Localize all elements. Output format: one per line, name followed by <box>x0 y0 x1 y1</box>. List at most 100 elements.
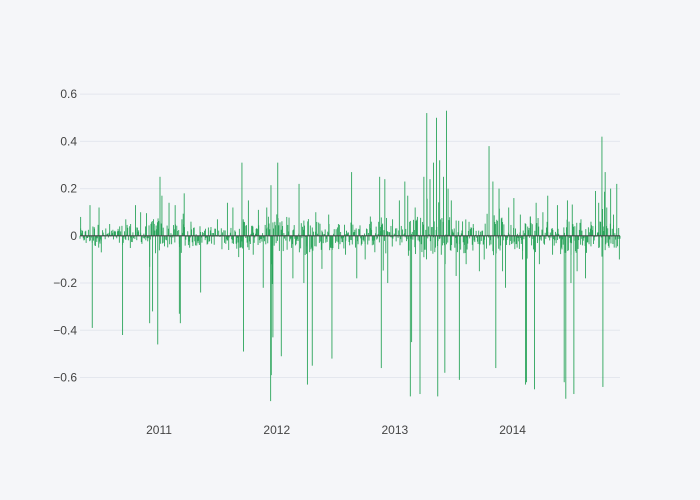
bar <box>158 220 160 236</box>
bar <box>242 219 244 236</box>
bar <box>286 235 288 250</box>
bar <box>257 235 259 245</box>
bar <box>387 231 389 236</box>
bar <box>309 225 311 236</box>
bar <box>547 235 549 238</box>
bar <box>453 233 454 236</box>
bar <box>613 214 614 236</box>
bar <box>592 226 594 236</box>
bar <box>226 202 228 236</box>
bar <box>492 181 494 236</box>
bar <box>569 235 571 243</box>
bar <box>546 221 548 236</box>
bar <box>100 235 102 240</box>
bar <box>362 235 364 240</box>
bar <box>266 207 268 236</box>
bar <box>320 235 322 250</box>
x-axis-ticks: 2011 2012 2013 2014 <box>146 423 526 437</box>
bar <box>105 228 107 236</box>
bar <box>329 235 331 251</box>
bar <box>162 227 164 236</box>
bar <box>540 235 542 241</box>
bar <box>206 235 208 245</box>
bar <box>450 235 452 251</box>
bar <box>536 223 538 236</box>
bar <box>163 235 165 243</box>
bar <box>571 204 573 236</box>
bar <box>343 235 345 249</box>
bar <box>501 217 503 236</box>
bar <box>433 235 434 238</box>
bar <box>93 235 94 241</box>
bar <box>283 233 285 236</box>
bar <box>399 235 401 246</box>
bar <box>439 235 441 239</box>
bar <box>357 235 359 245</box>
bar <box>419 235 421 395</box>
bar <box>456 235 458 244</box>
bar <box>207 227 209 236</box>
bar <box>556 233 558 236</box>
bar <box>164 235 166 240</box>
bar <box>184 235 186 246</box>
bar <box>246 235 248 243</box>
bar <box>517 235 519 239</box>
bar <box>481 230 483 236</box>
bar <box>591 225 593 236</box>
bar <box>135 205 136 236</box>
bar <box>458 220 460 236</box>
bar <box>187 231 189 236</box>
bar <box>354 229 356 236</box>
bar <box>252 226 254 236</box>
bar <box>404 181 406 236</box>
bar <box>500 235 502 246</box>
bar <box>292 230 294 236</box>
bar <box>255 233 256 236</box>
bar <box>323 234 325 236</box>
bar <box>96 235 98 242</box>
bar <box>195 234 197 236</box>
bar <box>601 136 603 236</box>
bar <box>522 235 524 260</box>
bar <box>400 225 402 236</box>
bar <box>536 235 538 244</box>
bar <box>322 235 324 244</box>
x-tick-label: 2011 <box>146 423 172 437</box>
bar <box>326 235 327 239</box>
bar <box>423 235 425 258</box>
bar <box>129 226 131 236</box>
bar <box>446 235 447 245</box>
bar <box>435 235 436 248</box>
y-tick-label: 0.4 <box>60 134 77 148</box>
bar <box>113 235 114 240</box>
bar <box>240 235 242 248</box>
bar <box>422 221 424 236</box>
bar <box>391 235 393 238</box>
bar <box>375 226 377 236</box>
bar <box>477 235 479 245</box>
bar <box>83 235 85 241</box>
bar <box>619 235 621 239</box>
bar <box>559 235 561 238</box>
bar <box>410 235 412 239</box>
bar <box>293 229 294 236</box>
x-tick-label: 2012 <box>263 423 290 437</box>
bar <box>336 235 338 242</box>
bar <box>156 229 158 236</box>
bar <box>537 218 539 236</box>
bar <box>337 235 339 243</box>
bar <box>97 224 99 236</box>
bar <box>138 230 140 236</box>
bar <box>489 235 491 246</box>
bar <box>415 235 416 255</box>
bar <box>572 224 574 236</box>
bar <box>188 235 190 242</box>
bar <box>164 235 165 247</box>
bar <box>604 191 605 236</box>
bar <box>490 235 492 245</box>
bar <box>145 235 147 241</box>
bar <box>513 198 515 236</box>
bar <box>588 235 590 245</box>
bar <box>533 235 534 250</box>
bar <box>181 219 183 236</box>
